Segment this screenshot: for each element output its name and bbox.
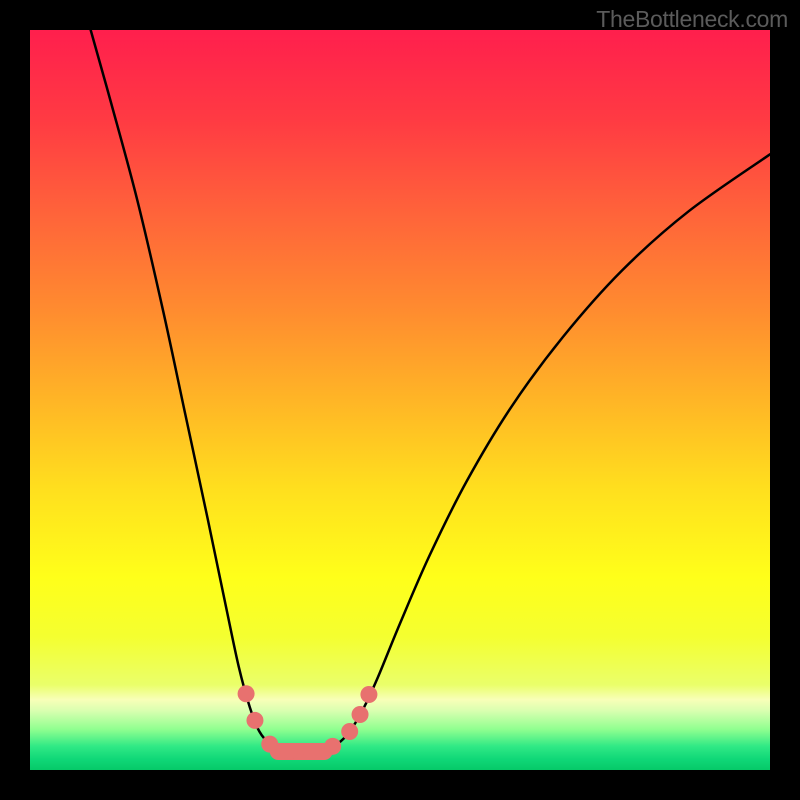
valley-marker xyxy=(261,736,278,753)
valley-marker xyxy=(341,723,358,740)
watermark-text: TheBottleneck.com xyxy=(596,6,788,33)
valley-marker xyxy=(360,686,377,703)
valley-marker xyxy=(303,743,320,760)
bottleneck-chart xyxy=(30,30,770,770)
valley-marker xyxy=(238,685,255,702)
valley-marker xyxy=(324,738,341,755)
gradient-background xyxy=(30,30,770,770)
valley-marker xyxy=(281,743,298,760)
valley-bar xyxy=(270,743,333,760)
valley-marker xyxy=(352,706,369,723)
valley-marker xyxy=(246,712,263,729)
chart-plot-area xyxy=(30,30,770,770)
